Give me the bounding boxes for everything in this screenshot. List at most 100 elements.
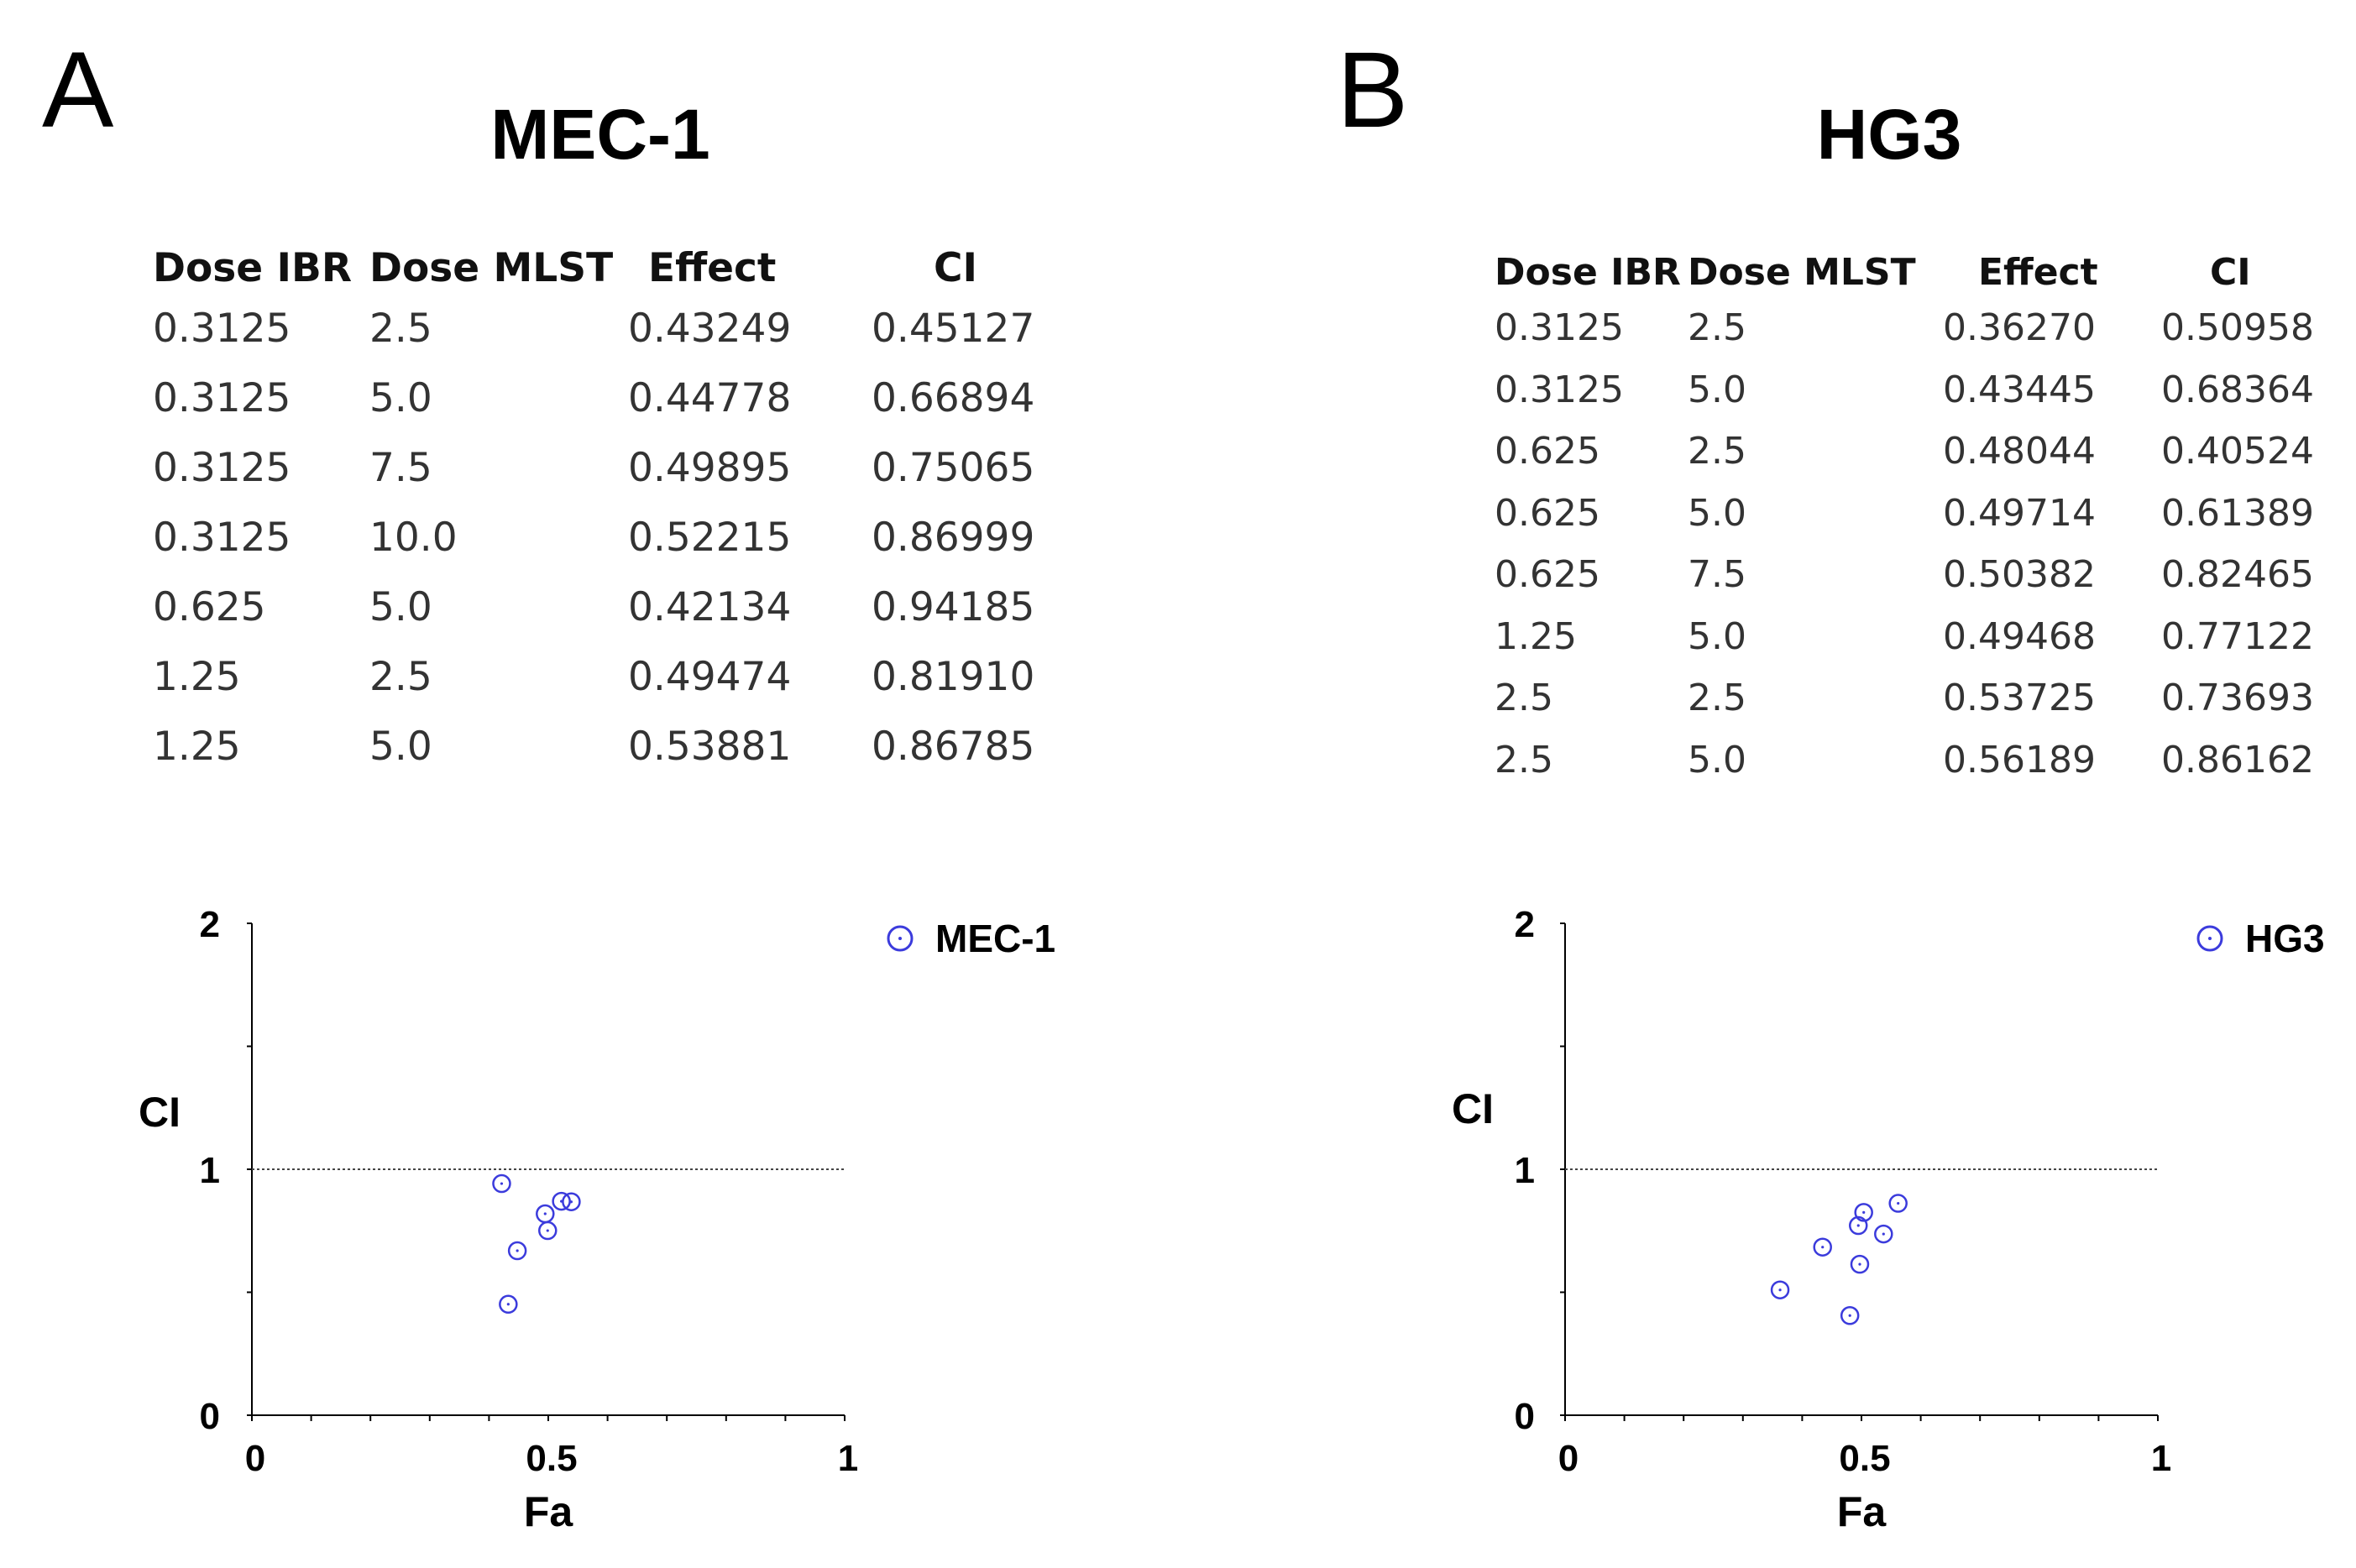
cell-dose-ibr: 1.25 <box>1495 614 1577 658</box>
y-tick-label: 2 <box>200 904 220 945</box>
table-row: 0.3125 5.0 0.44778 0.66894 <box>153 363 1065 433</box>
data-point <box>1813 1237 1832 1257</box>
panel-letter-a: A <box>42 30 114 150</box>
y-tick-label: 1 <box>200 1150 220 1191</box>
cell-dose-mlst: 2.5 <box>1688 306 1746 350</box>
table-row: 0.625 5.0 0.49714 0.61389 <box>1495 483 2334 545</box>
data-point-center <box>569 1200 573 1204</box>
table-row: 0.625 2.5 0.48044 0.40524 <box>1495 421 2334 483</box>
data-point-center <box>1821 1246 1825 1249</box>
table-row: 0.3125 7.5 0.49895 0.75065 <box>153 433 1065 503</box>
data-point <box>1848 1215 1868 1236</box>
x-tick-label: 1 <box>2151 1438 2171 1479</box>
cell-ci: 0.73693 <box>2161 677 2314 720</box>
data-point <box>536 1204 555 1224</box>
cell-dose-mlst: 5.0 <box>1688 738 1746 781</box>
cell-effect: 0.53725 <box>1943 677 2096 720</box>
cell-dose-mlst: 5.0 <box>369 724 432 770</box>
data-point-center <box>546 1229 549 1232</box>
cell-effect: 0.52215 <box>628 515 792 561</box>
data-point <box>1874 1224 1893 1244</box>
legend-marker-center <box>898 937 902 940</box>
cell-dose-ibr: 0.625 <box>1495 553 1600 597</box>
x-tick-label: 0.5 <box>1839 1438 1890 1479</box>
cell-dose-mlst: 7.5 <box>369 445 432 491</box>
cell-dose-ibr: 0.625 <box>1495 491 1600 535</box>
cell-dose-ibr: 0.3125 <box>1495 368 1624 411</box>
data-point-center <box>1858 1262 1861 1266</box>
x-tick-label: 0 <box>1558 1438 1579 1479</box>
table-row: 1.25 5.0 0.49468 0.77122 <box>1495 606 2334 668</box>
data-point-center <box>500 1182 504 1185</box>
table-row: 1.25 2.5 0.49474 0.81910 <box>153 642 1065 712</box>
table-body-mec1: 0.3125 2.5 0.43249 0.45127 0.3125 5.0 0.44778 0… <box>153 294 1065 781</box>
table-row: 0.3125 2.5 0.43249 0.45127 <box>153 294 1065 363</box>
cell-ci: 0.86162 <box>2161 738 2314 781</box>
cell-dose-ibr: 1.25 <box>153 654 241 700</box>
cell-effect: 0.56189 <box>1943 738 2096 781</box>
results-table-hg3: Dose IBR Dose MLST Effect CI 0.3125 2.5 0.… <box>1495 247 2334 791</box>
data-point <box>1770 1280 1790 1299</box>
header-effect: Effect <box>648 244 777 291</box>
cell-ci: 0.86785 <box>872 724 1035 770</box>
table-row: 0.3125 10.0 0.52215 0.86999 <box>153 503 1065 572</box>
data-point-center <box>1778 1288 1782 1292</box>
plot-mec1: 0 1 2 0 0.5 1 CI Fa MEC-1 <box>139 904 1055 1535</box>
y-axis-label: CI <box>139 1089 181 1136</box>
data-point-center <box>1882 1232 1885 1236</box>
table-row: 0.625 7.5 0.50382 0.82465 <box>1495 544 2334 606</box>
cell-ci: 0.82465 <box>2161 553 2314 597</box>
x-axis-label: Fa <box>1837 1488 1887 1535</box>
cell-dose-mlst: 5.0 <box>369 584 432 630</box>
legend-label: HG3 <box>2245 917 2325 960</box>
data-point <box>1888 1194 1908 1213</box>
x-tick-label: 0.5 <box>526 1438 577 1479</box>
cell-ci: 0.94185 <box>872 584 1035 630</box>
cell-effect: 0.50382 <box>1943 553 2096 597</box>
cell-ci: 0.50958 <box>2161 306 2314 350</box>
cell-dose-ibr: 0.3125 <box>1495 306 1624 350</box>
table-row: 0.3125 5.0 0.43445 0.68364 <box>1495 359 2334 421</box>
cell-effect: 0.53881 <box>628 724 792 770</box>
cell-ci: 0.40524 <box>2161 430 2314 473</box>
cell-dose-ibr: 2.5 <box>1495 738 1553 781</box>
cell-ci: 0.68364 <box>2161 368 2314 411</box>
header-effect: Effect <box>1978 250 2098 294</box>
table-header-row: Dose IBR Dose MLST Effect CI <box>1495 247 2334 297</box>
header-dose-ibr: Dose IBR <box>1495 250 1681 294</box>
data-point <box>1850 1254 1870 1274</box>
cell-dose-mlst: 5.0 <box>369 375 432 421</box>
data-point <box>562 1192 581 1211</box>
plot-hg3: 0 1 2 0 0.5 1 CI Fa HG3 <box>1452 904 2325 1535</box>
y-tick-label: 1 <box>1515 1150 1535 1191</box>
cell-ci: 0.45127 <box>872 306 1035 352</box>
y-axis-label: CI <box>1452 1085 1494 1132</box>
y-tick-label: 0 <box>1515 1396 1535 1437</box>
cell-dose-mlst: 2.5 <box>369 654 432 700</box>
table-row: 2.5 5.0 0.56189 0.86162 <box>1495 729 2334 792</box>
header-dose-ibr: Dose IBR <box>153 244 353 291</box>
cell-effect: 0.48044 <box>1943 430 2096 473</box>
cell-ci: 0.77122 <box>2161 614 2314 658</box>
cell-effect: 0.49468 <box>1943 614 2096 658</box>
cell-effect: 0.49714 <box>1943 491 2096 535</box>
data-point <box>552 1191 571 1211</box>
data-point <box>507 1241 527 1261</box>
header-ci: CI <box>934 244 977 291</box>
cell-effect: 0.42134 <box>628 584 792 630</box>
header-dose-mlst: Dose MLST <box>369 244 614 291</box>
cell-effect: 0.36270 <box>1943 306 2096 350</box>
cell-dose-ibr: 1.25 <box>153 724 241 770</box>
data-point-center <box>516 1249 519 1252</box>
cell-dose-mlst: 5.0 <box>1688 614 1746 658</box>
x-axis-label: Fa <box>524 1488 574 1535</box>
cell-dose-mlst: 2.5 <box>1688 430 1746 473</box>
data-point-center <box>1897 1201 1900 1205</box>
cell-dose-ibr: 0.3125 <box>153 515 291 561</box>
cell-dose-ibr: 0.625 <box>1495 430 1600 473</box>
cell-dose-mlst: 5.0 <box>1688 491 1746 535</box>
legend-marker <box>2196 925 2223 952</box>
panel-letter-b: B <box>1337 30 1409 150</box>
cell-effect: 0.49474 <box>628 654 792 700</box>
